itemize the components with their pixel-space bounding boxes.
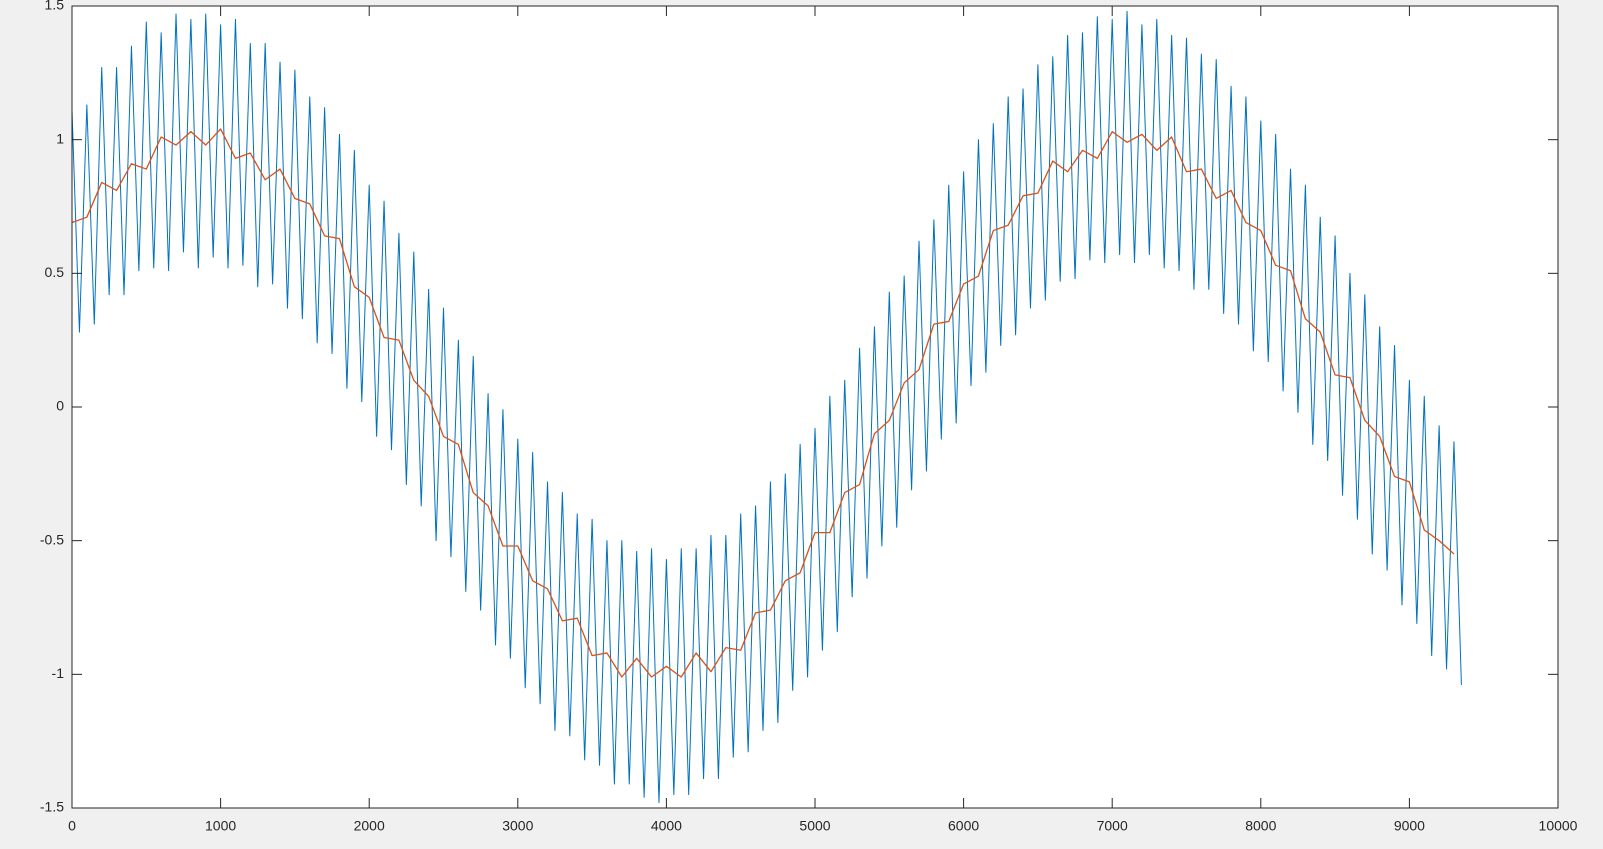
y-tick-label: -1: [52, 665, 65, 681]
x-tick-label: 9000: [1394, 818, 1425, 834]
x-tick-label: 1000: [205, 818, 236, 834]
x-tick-label: 6000: [948, 818, 979, 834]
y-tick-label: 0.5: [45, 264, 65, 280]
x-tick-label: 10000: [1539, 818, 1578, 834]
y-tick-label: 0: [56, 398, 64, 414]
x-tick-label: 5000: [799, 818, 830, 834]
x-tick-label: 3000: [502, 818, 533, 834]
y-tick-label: 1.5: [45, 0, 65, 13]
data-line: [71, 10, 1462, 804]
x-tick-label: 0: [68, 818, 76, 834]
plot-area: [72, 6, 1558, 808]
x-tick-label: 8000: [1245, 818, 1276, 834]
x-tick-label: 7000: [1097, 818, 1128, 834]
x-tick-label: 4000: [651, 818, 682, 834]
y-tick-label: -0.5: [40, 531, 64, 547]
y-tick-label: 1: [56, 130, 64, 146]
data-line: [71, 128, 1455, 678]
x-tick-label: 2000: [354, 818, 385, 834]
y-tick-label: -1.5: [40, 799, 64, 815]
